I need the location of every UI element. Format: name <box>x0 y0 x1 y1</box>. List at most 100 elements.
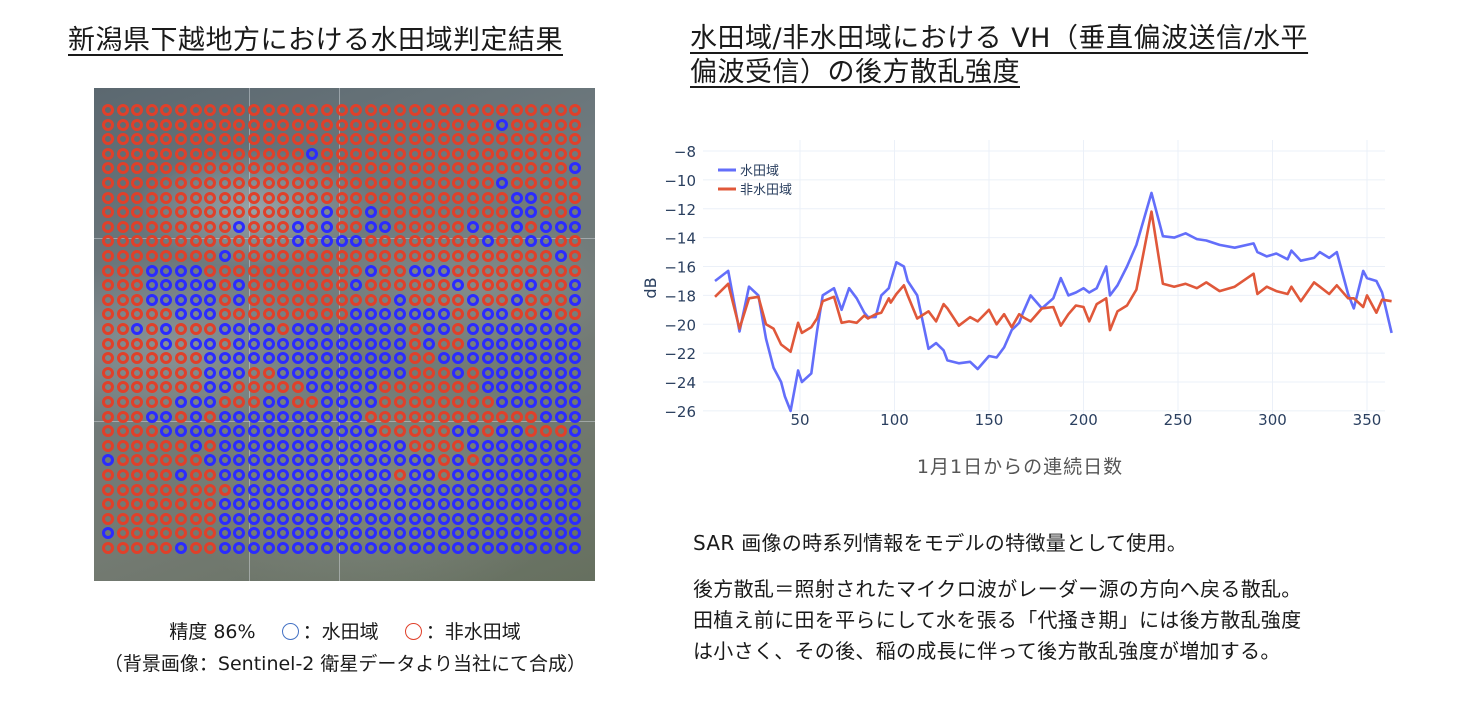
paddy-marker <box>510 454 523 467</box>
paddy-marker <box>467 469 479 481</box>
non-paddy-marker <box>350 177 363 189</box>
non-paddy-marker <box>189 498 202 511</box>
paddy-marker <box>481 337 494 350</box>
paddy-marker <box>423 308 436 321</box>
non-paddy-marker <box>510 177 523 189</box>
non-paddy-marker <box>160 177 173 189</box>
paddy-marker <box>408 527 421 540</box>
non-paddy-marker <box>189 323 202 335</box>
non-paddy-marker <box>262 104 275 116</box>
paddy-marker <box>350 439 363 452</box>
paddy-marker <box>408 264 421 277</box>
paddy-marker <box>554 454 567 467</box>
non-paddy-marker <box>204 469 217 481</box>
paddy-marker <box>379 337 392 350</box>
non-paddy-marker <box>569 104 582 116</box>
non-paddy-marker <box>379 264 392 277</box>
paddy-marker <box>437 264 450 277</box>
non-paddy-marker <box>116 323 129 335</box>
non-paddy-marker <box>510 133 523 146</box>
non-paddy-marker <box>540 133 552 146</box>
non-paddy-marker <box>525 250 538 262</box>
paddy-marker <box>496 542 509 554</box>
paddy-marker <box>277 366 290 379</box>
y-tick-label: −14 <box>664 230 696 248</box>
non-paddy-marker <box>554 425 567 438</box>
non-paddy-marker <box>277 279 290 292</box>
non-paddy-marker <box>277 250 290 262</box>
non-paddy-marker <box>262 162 275 175</box>
non-paddy-marker <box>248 250 260 262</box>
non-paddy-marker <box>145 337 158 350</box>
non-paddy-marker <box>321 147 333 160</box>
non-paddy-marker <box>262 206 275 219</box>
paddy-marker <box>496 512 509 525</box>
y-tick-label: −16 <box>664 259 696 277</box>
paddy-marker <box>525 191 538 204</box>
non-paddy-marker <box>116 366 129 379</box>
paddy-marker <box>277 410 290 423</box>
non-paddy-marker <box>350 293 363 306</box>
paddy-marker <box>175 425 187 438</box>
non-paddy-marker <box>481 279 494 292</box>
non-paddy-marker <box>452 235 465 248</box>
non-paddy-marker <box>189 527 202 540</box>
paddy-marker <box>481 381 494 394</box>
non-paddy-marker <box>452 162 465 175</box>
paddy-marker <box>204 308 217 321</box>
paddy-marker <box>525 454 538 467</box>
non-paddy-marker <box>204 483 217 496</box>
paddy-marker <box>248 498 260 511</box>
x-tick-label: 150 <box>975 411 1004 429</box>
paddy-marker <box>218 498 231 511</box>
non-paddy-marker <box>175 147 187 160</box>
non-paddy-marker <box>394 250 406 262</box>
paddy-marker <box>394 366 406 379</box>
non-paddy-marker <box>102 133 114 146</box>
non-paddy-marker <box>160 308 173 321</box>
paddy-marker <box>467 439 479 452</box>
non-paddy-marker <box>394 264 406 277</box>
non-paddy-marker <box>467 396 479 408</box>
non-paddy-marker <box>437 293 450 306</box>
y-tick-label: −18 <box>664 287 696 305</box>
paddy-marker <box>569 498 582 511</box>
non-paddy-marker <box>160 498 173 511</box>
non-paddy-marker <box>102 381 114 394</box>
paddy-marker <box>408 469 421 481</box>
non-paddy-marker <box>131 381 144 394</box>
y-tick-label: −22 <box>664 345 696 363</box>
non-paddy-marker <box>481 250 494 262</box>
non-paddy-marker <box>496 206 509 219</box>
paddy-marker <box>525 439 538 452</box>
paddy-marker <box>437 498 450 511</box>
paddy-marker <box>335 483 348 496</box>
non-paddy-marker <box>481 410 494 423</box>
non-paddy-marker <box>102 250 114 262</box>
non-paddy-marker <box>291 162 304 175</box>
chart-svg: −8 −10 −12 −14 −16 −18 −20 −22 −24 −26 50 100 150 200… <box>641 140 1393 429</box>
paddy-marker <box>510 366 523 379</box>
paddy-marker <box>204 381 217 394</box>
non-paddy-marker <box>452 264 465 277</box>
non-paddy-marker <box>481 293 494 306</box>
paddy-marker <box>364 308 377 321</box>
non-paddy-marker <box>116 177 129 189</box>
paddy-marker <box>145 264 158 277</box>
non-paddy-marker <box>116 235 129 248</box>
paddy-marker <box>306 147 319 160</box>
paddy-marker <box>175 469 187 481</box>
paddy-classification-map <box>94 88 595 581</box>
description-paragraph-2: 後方散乱＝照射されたマイクロ波がレーダー源の方向へ戻る散乱。 田植え前に田を平ら… <box>693 574 1302 667</box>
non-paddy-marker <box>379 133 392 146</box>
non-paddy-marker <box>306 308 319 321</box>
non-paddy-marker <box>379 206 392 219</box>
paddy-marker <box>510 483 523 496</box>
paddy-marker <box>540 352 552 365</box>
paddy-marker <box>569 366 582 379</box>
paddy-marker <box>233 425 246 438</box>
paddy-marker <box>554 512 567 525</box>
non-paddy-marker <box>145 425 158 438</box>
paddy-marker <box>496 439 509 452</box>
paddy-marker <box>554 323 567 335</box>
